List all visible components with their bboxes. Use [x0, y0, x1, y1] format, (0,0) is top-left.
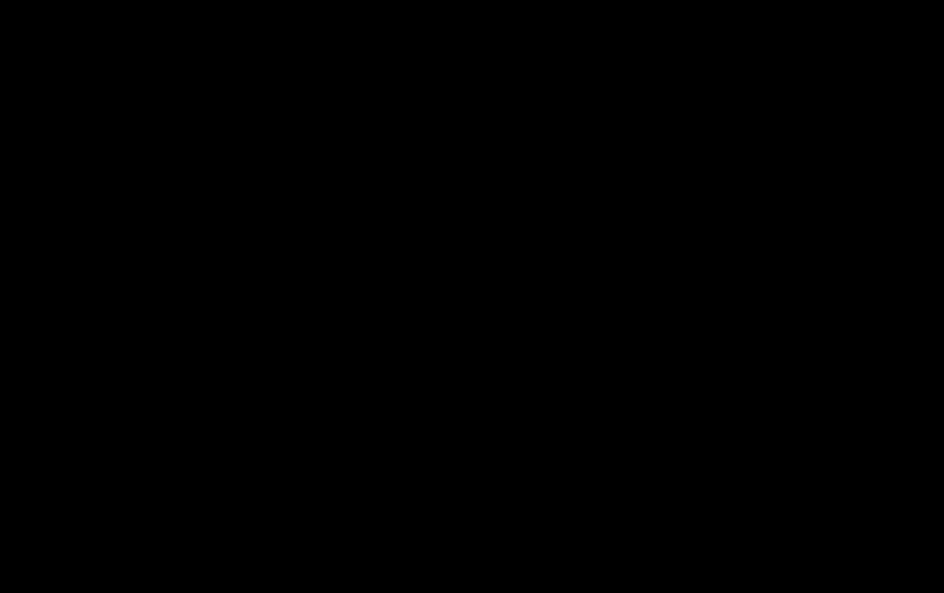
spectrogram-channel-right — [57, 291, 855, 545]
colorbar-gradient — [897, 87, 908, 486]
spectrogram-channel-left — [57, 30, 855, 285]
